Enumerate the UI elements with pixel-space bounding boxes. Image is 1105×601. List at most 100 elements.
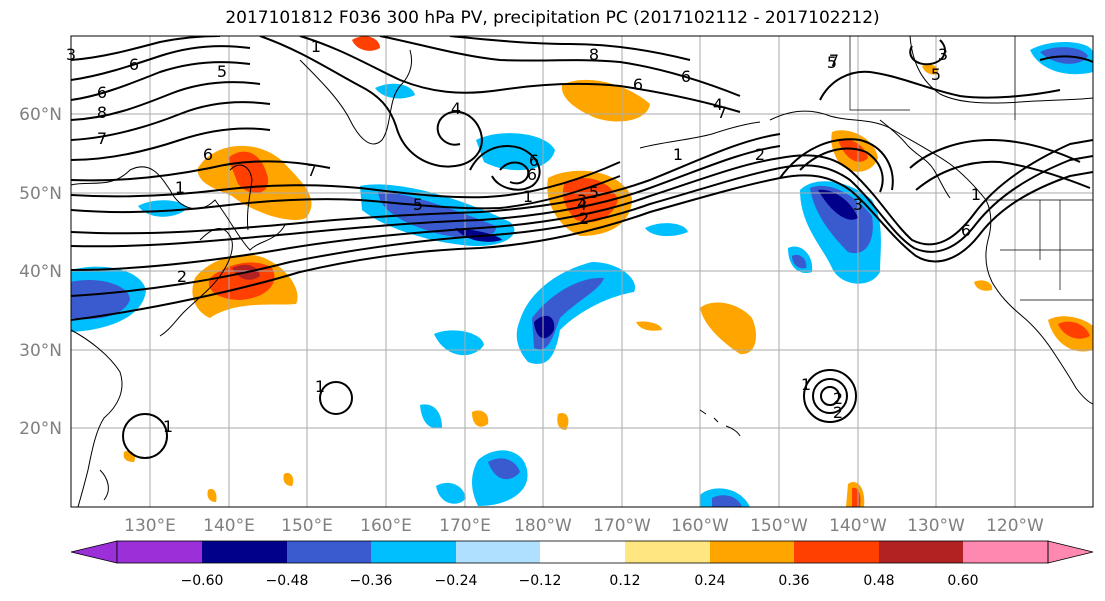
lon-label: 160°E: [360, 516, 412, 536]
contour-label: 1: [311, 37, 321, 56]
contour-label: 3: [938, 45, 948, 64]
contour-label: 2: [177, 267, 187, 286]
colorbar-bin: [710, 541, 794, 563]
lon-label: 130°E: [124, 516, 176, 536]
contour-label: 6: [527, 165, 537, 184]
contour-label: 6: [633, 75, 643, 94]
lat-label: 50°N: [19, 184, 62, 204]
latitude-labels: 60°N 50°N 40°N 30°N 20°N: [19, 105, 62, 439]
lat-label: 40°N: [19, 262, 62, 282]
contour-label: 2: [833, 389, 843, 408]
contour-label: 6: [529, 151, 539, 170]
contour-label: 6: [129, 55, 139, 74]
colorbar-tick-label: −0.12: [519, 573, 562, 589]
pv-closed-contour: [803, 369, 857, 423]
precip-pos-region: [974, 280, 993, 291]
contour-label: 4: [577, 195, 587, 214]
contour-label: 7: [717, 103, 727, 122]
precip-neg-region: [792, 254, 807, 269]
lon-label: 150°E: [281, 516, 333, 536]
contour-label: 2: [833, 403, 843, 422]
contour-label: 2: [579, 209, 589, 228]
contour-label: 1: [523, 187, 533, 206]
colorbar-extend-max: [1047, 540, 1094, 564]
graticule: [71, 36, 1093, 507]
precip-neg-region: [71, 280, 130, 320]
colorbar-ticks: −0.60 −0.48 −0.36 −0.24 −0.12 0.12 0.24 …: [181, 573, 979, 589]
lon-label: 160°W: [671, 516, 729, 536]
lat-label: 20°N: [19, 419, 62, 439]
precip-pos-region: [1058, 321, 1090, 339]
colorbar-bin: [371, 541, 456, 563]
colorbar-tick-label: 0.24: [694, 573, 725, 589]
lat-label: 30°N: [19, 341, 62, 361]
colorbar-bin: [625, 541, 710, 563]
colorbar-tick-label: 0.48: [863, 573, 894, 589]
contour-labels: 3 6 5 6 8 7 1 5 6 4 8 6 6 7 6 3 5 4 1 2 …: [66, 37, 981, 436]
contour-label: 7: [97, 129, 107, 148]
precip-pos-region: [283, 472, 294, 486]
colorbar-bin: [117, 541, 202, 563]
contour-label: 1: [971, 185, 981, 204]
contour-label: 2: [755, 145, 765, 164]
contour-label: 1: [801, 375, 811, 394]
colorbar-outline: [116, 540, 1049, 564]
contour-label: 6: [203, 145, 213, 164]
colorbar: [70, 540, 1094, 564]
pv-closed-contour: [820, 386, 840, 406]
contour-label: 1: [673, 145, 683, 164]
pv-closed-contour: [812, 378, 848, 414]
colorbar-tick-label: 0.60: [947, 573, 978, 589]
lon-label: 150°W: [750, 516, 808, 536]
precip-pos-region: [472, 410, 489, 427]
longitude-labels: 130°E 140°E 150°E 160°E 170°E 180°W 170°…: [124, 516, 1044, 536]
lon-label: 130°W: [907, 516, 965, 536]
precip-neg-region: [534, 315, 555, 339]
contour-label: 5: [413, 195, 423, 214]
pv-closed-contour: [122, 413, 168, 459]
precip-neg-region: [434, 330, 484, 356]
lat-label: 60°N: [19, 105, 62, 125]
lon-label: 140°W: [829, 516, 887, 536]
lon-label: 120°W: [986, 516, 1044, 536]
contour-label: 7: [307, 161, 317, 180]
contour-label: 7: [829, 51, 839, 70]
precip-neg-region: [712, 495, 742, 507]
precip-pos-region: [207, 488, 217, 502]
colorbar-tick-label: −0.24: [435, 573, 478, 589]
colorbar-tick-label: 0.12: [609, 573, 640, 589]
colorbar-bin: [287, 541, 371, 563]
contour-label: 1: [163, 417, 173, 436]
pv-contours: [71, 36, 1093, 459]
colorbar-bin: [540, 541, 625, 563]
borders: [849, 36, 1093, 301]
lon-label: 180°W: [514, 516, 572, 536]
precip-neg-region: [375, 83, 415, 99]
precip-pos-region: [636, 321, 662, 331]
contour-label: 8: [97, 103, 107, 122]
colorbar-tick-label: −0.60: [181, 573, 224, 589]
contour-label: 8: [589, 45, 599, 64]
colorbar-bin: [202, 541, 287, 563]
contour-label: 3: [577, 191, 587, 210]
lon-label: 170°E: [439, 516, 491, 536]
colorbar-bin: [963, 541, 1048, 563]
contour-label: 5: [827, 53, 837, 72]
precip-neg-region: [436, 482, 466, 504]
precip-pos-region: [838, 139, 868, 162]
contour-label: 6: [97, 83, 107, 102]
precip-neg-region: [818, 189, 858, 220]
precip-pos-region: [561, 79, 650, 122]
lon-label: 140°E: [203, 516, 255, 536]
coastlines: [71, 36, 1093, 507]
precip-pos-region: [562, 178, 618, 223]
chart-title: 2017101812 F036 300 hPa PV, precipitatio…: [225, 8, 880, 28]
precip-neg-region: [810, 185, 873, 254]
colorbar-bin: [456, 541, 540, 563]
contour-label: 6: [961, 221, 971, 240]
colorbar-tick-label: −0.36: [350, 573, 393, 589]
contour-label: 4: [713, 95, 723, 114]
pv-closed-contour: [319, 381, 353, 415]
precip-pos-region: [700, 302, 756, 355]
